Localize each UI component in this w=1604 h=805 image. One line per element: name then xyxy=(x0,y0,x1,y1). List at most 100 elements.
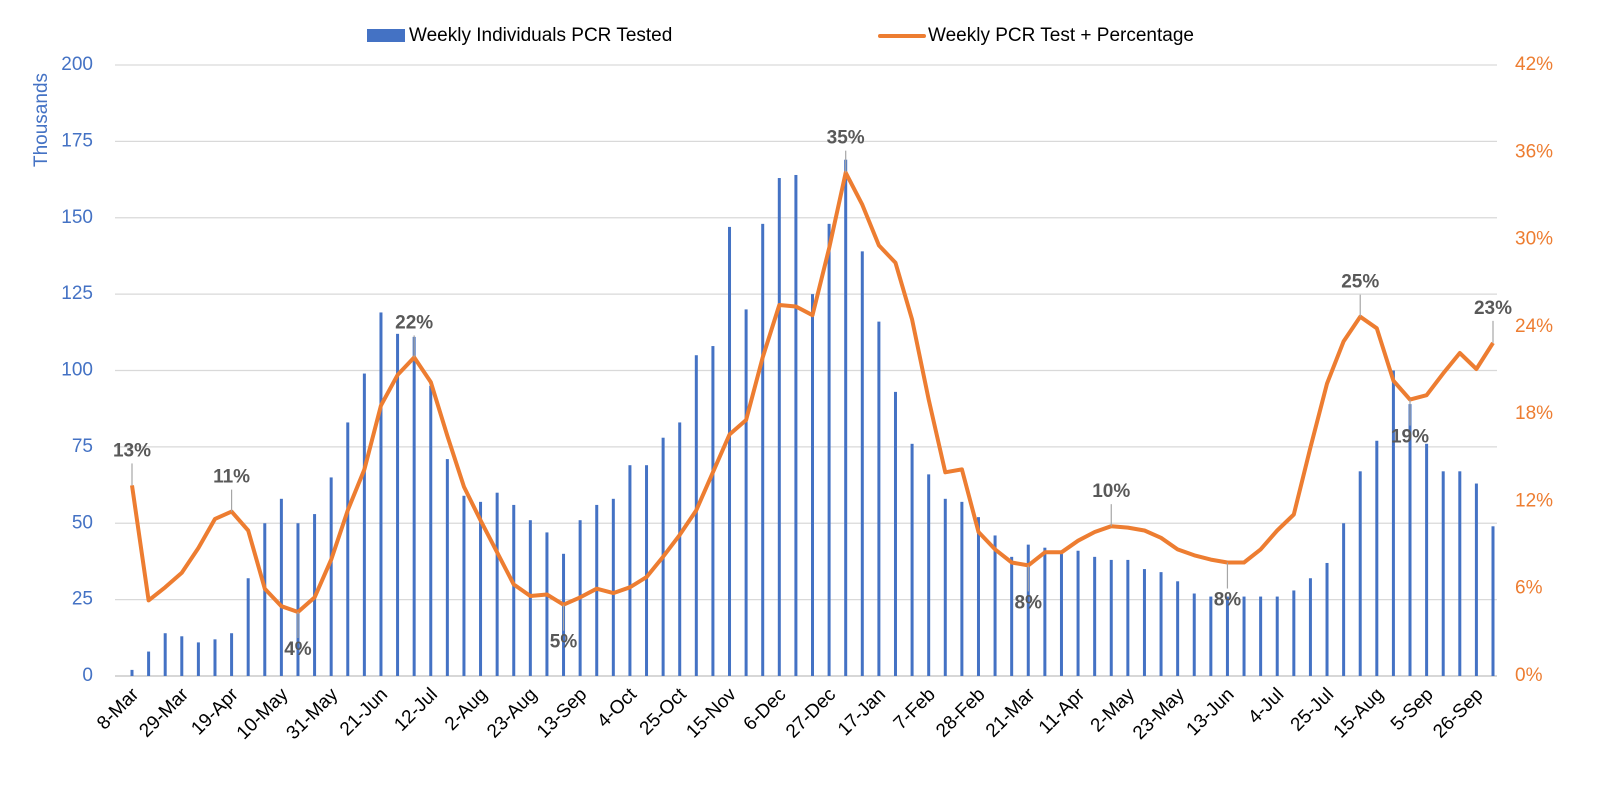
bar xyxy=(196,642,200,676)
bar xyxy=(678,422,682,676)
legend-label: Weekly PCR Test + Percentage xyxy=(928,25,1194,46)
data-label: 5% xyxy=(550,632,578,653)
legend-label: Weekly Individuals PCR Tested xyxy=(409,25,672,46)
bar xyxy=(827,223,831,677)
bar xyxy=(910,443,914,676)
bar xyxy=(230,633,234,676)
y2-tick-label: 30% xyxy=(1515,229,1553,250)
bar xyxy=(1142,569,1146,676)
x-tick-label: 4-Oct xyxy=(593,684,641,732)
y-tick-label: 50 xyxy=(72,512,93,533)
bar xyxy=(1458,471,1462,676)
bar xyxy=(1408,404,1412,676)
bar xyxy=(1225,596,1229,676)
bar xyxy=(960,501,964,676)
data-label: 19% xyxy=(1391,427,1429,448)
bar xyxy=(1491,526,1495,676)
bar xyxy=(794,174,798,677)
y-tick-label: 100 xyxy=(61,360,93,381)
y2-tick-label: 12% xyxy=(1515,490,1553,511)
y-tick-label: 150 xyxy=(61,207,93,228)
data-label: 35% xyxy=(827,128,865,149)
y-tick-label: 200 xyxy=(61,54,93,75)
bar xyxy=(811,294,814,676)
bar xyxy=(728,226,732,677)
bar xyxy=(877,321,881,676)
bar xyxy=(1126,559,1130,676)
x-tick-label: 23-Aug xyxy=(483,684,541,742)
bar xyxy=(180,636,184,676)
bar xyxy=(927,474,931,676)
y2-tick-label: 18% xyxy=(1515,403,1553,424)
x-tick-label: 26-Sep xyxy=(1429,684,1487,742)
bar xyxy=(1325,562,1329,676)
x-tick-label: 27-Dec xyxy=(782,684,840,742)
bar xyxy=(1275,596,1279,676)
bar xyxy=(1358,471,1362,676)
y2-tick-label: 0% xyxy=(1515,665,1543,686)
bar xyxy=(130,669,134,676)
x-tick-label: 21-Jun xyxy=(336,684,392,740)
bar xyxy=(1342,523,1346,676)
bar xyxy=(1093,556,1097,676)
bar xyxy=(479,501,483,676)
y-tick-label: 175 xyxy=(61,130,93,151)
bar xyxy=(1308,578,1312,676)
x-tick-label: 15-Aug xyxy=(1330,684,1388,742)
bar xyxy=(611,498,615,676)
bar xyxy=(1209,596,1213,676)
bar xyxy=(694,355,698,676)
bar xyxy=(1192,593,1196,676)
y2-tick-label: 42% xyxy=(1515,54,1553,75)
bar xyxy=(296,523,300,676)
bar xyxy=(545,532,549,676)
bar xyxy=(346,422,350,676)
bar xyxy=(1474,483,1478,676)
bar xyxy=(1375,440,1379,676)
bar xyxy=(163,633,167,676)
x-tick-label: 13-Sep xyxy=(533,684,591,742)
x-tick-label: 28-Feb xyxy=(932,684,989,741)
bar xyxy=(445,459,449,676)
bar xyxy=(246,578,250,676)
bar xyxy=(1242,596,1246,676)
bar xyxy=(379,312,383,676)
bar xyxy=(1010,556,1014,676)
bar xyxy=(1425,443,1429,676)
bar xyxy=(329,477,333,676)
bar xyxy=(263,523,267,676)
y2-tick-label: 24% xyxy=(1515,316,1553,337)
y-tick-label: 25 xyxy=(72,589,93,610)
bar xyxy=(429,385,433,676)
x-tick-label: 29-Mar xyxy=(135,684,193,742)
bar xyxy=(1391,370,1395,676)
y-tick-label: 125 xyxy=(61,283,93,304)
bar xyxy=(844,159,848,676)
x-tick-label: 25-Oct xyxy=(636,684,692,740)
bar xyxy=(744,309,748,676)
bar xyxy=(495,492,499,676)
y2-tick-label: 36% xyxy=(1515,141,1553,162)
bar xyxy=(213,639,217,676)
bar xyxy=(512,504,516,676)
y-tick-label: 75 xyxy=(72,436,93,457)
data-label: 13% xyxy=(113,440,151,461)
bar xyxy=(860,251,864,677)
bar xyxy=(1043,547,1047,676)
y2-tick-label: 6% xyxy=(1515,578,1543,599)
y-axis-title: Thousands xyxy=(31,73,52,167)
bar xyxy=(628,465,632,676)
legend-swatch xyxy=(367,29,405,42)
line xyxy=(130,170,1495,614)
bar xyxy=(1441,471,1445,676)
bar xyxy=(893,391,897,676)
data-label: 10% xyxy=(1092,481,1130,502)
bar xyxy=(1176,581,1180,676)
bar xyxy=(1259,596,1263,676)
x-tick-label: 21-Mar xyxy=(982,684,1040,742)
bar xyxy=(943,498,947,676)
data-label: 23% xyxy=(1474,298,1512,319)
bar xyxy=(396,333,400,676)
data-label: 25% xyxy=(1341,272,1379,293)
